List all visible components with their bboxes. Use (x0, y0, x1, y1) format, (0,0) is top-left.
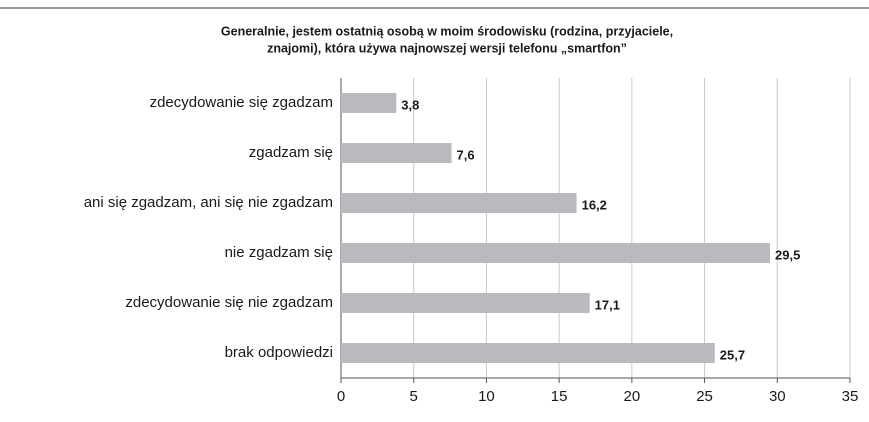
bar (341, 143, 452, 163)
x-tick-label: 30 (769, 388, 786, 405)
bar (341, 293, 590, 313)
x-tick-label: 25 (696, 388, 713, 405)
value-label: 16,2 (582, 197, 607, 212)
y-tick-label: zdecydowanie się nie zgadzam (125, 294, 333, 311)
bar (341, 193, 577, 213)
y-tick-label: nie zgadzam się (225, 244, 333, 261)
y-tick-label: ani się zgadzam, ani się nie zgadzam (84, 194, 333, 211)
value-label: 25,7 (720, 347, 745, 362)
bar (341, 243, 771, 263)
x-tick-label: 35 (842, 388, 859, 405)
value-label: 29,5 (775, 247, 800, 262)
x-tick-label: 10 (478, 388, 495, 405)
y-tick-label: zdecydowanie się zgadzam (150, 94, 333, 111)
chart-title: Generalnie, jestem ostatnią osobą w moim… (221, 24, 673, 38)
value-label: 17,1 (595, 297, 620, 312)
chart-title: znajomi), która używa najnowszej wersji … (267, 41, 627, 55)
y-tick-label: zgadzam się (249, 144, 333, 161)
x-tick-label: 0 (337, 388, 345, 405)
bar (341, 343, 715, 363)
value-label: 7,6 (457, 147, 475, 162)
x-tick-label: 5 (410, 388, 418, 405)
x-tick-label: 15 (551, 388, 568, 405)
bar (341, 93, 397, 113)
y-tick-label: brak odpowiedzi (225, 344, 333, 361)
x-tick-label: 20 (624, 388, 641, 405)
value-label: 3,8 (401, 97, 419, 112)
